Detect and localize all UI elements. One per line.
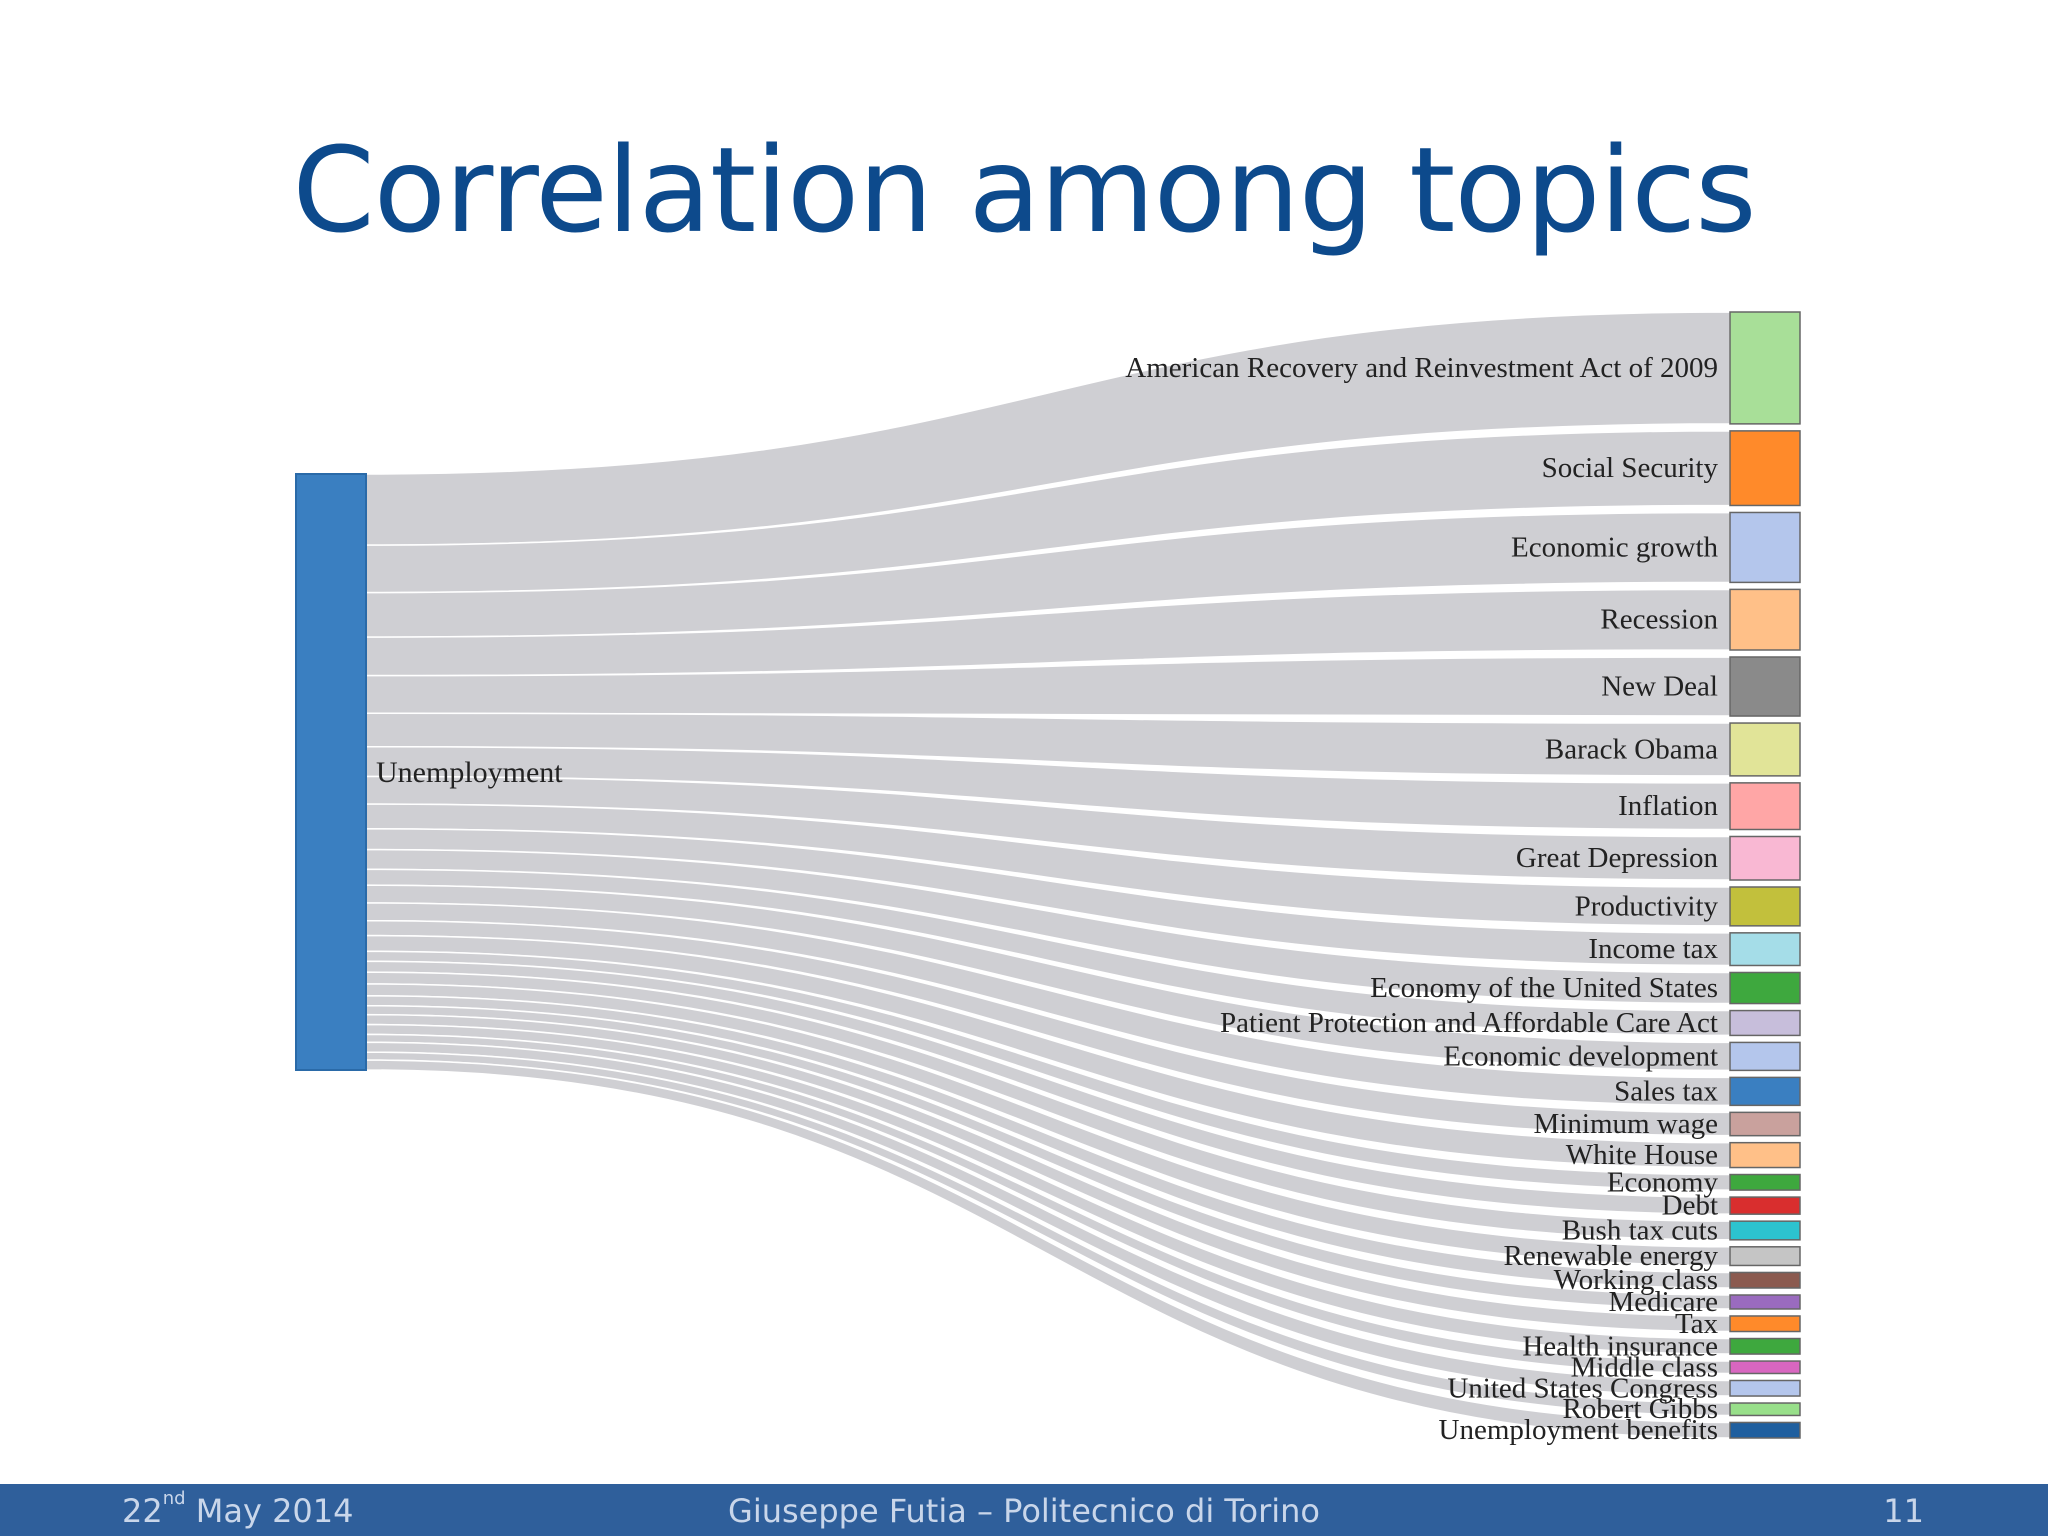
slide-footer: 22nd May 2014 Giuseppe Futia – Politecni…: [0, 1484, 2048, 1536]
target-label-productivity: Productivity: [1575, 890, 1719, 922]
target-label-social-security: Social Security: [1542, 452, 1719, 484]
target-label-barack-obama: Barack Obama: [1545, 733, 1718, 765]
sankey-diagram: Unemployment American Recovery and Reinv…: [295, 311, 1801, 1446]
source-node-unemployment: [295, 473, 367, 1071]
footer-date-day: 22: [122, 1492, 163, 1530]
target-node-bush-tax-cuts: [1729, 1220, 1801, 1241]
target-label-minimum-wage: Minimum wage: [1534, 1108, 1718, 1140]
target-node-inflation: [1729, 782, 1801, 831]
target-label-health-insurance: Health insurance: [1522, 1330, 1718, 1362]
target-node-economy: [1729, 1173, 1801, 1191]
target-label-united-states-congress: United States Congress: [1447, 1372, 1718, 1404]
footer-date-suffix: nd: [162, 1488, 186, 1509]
link-health-insurance: [365, 1023, 1731, 1355]
target-node-debt: [1729, 1196, 1801, 1215]
target-label-economic-development: Economic development: [1443, 1040, 1718, 1072]
target-node-sales-tax: [1729, 1076, 1801, 1107]
target-node-great-depression: [1729, 835, 1801, 881]
target-node-recession: [1729, 588, 1801, 651]
target-node-health-insurance: [1729, 1337, 1801, 1355]
target-label-income-tax: Income tax: [1588, 933, 1718, 965]
sankey-target-nodes: American Recovery and Reinvestment Act o…: [1125, 311, 1801, 1446]
footer-author: Giuseppe Futia – Politecnico di Torino: [728, 1492, 1320, 1530]
target-label-white-house: White House: [1566, 1139, 1718, 1171]
target-node-social-security: [1729, 430, 1801, 507]
target-node-economic-development: [1729, 1041, 1801, 1072]
target-label-bush-tax-cuts: Bush tax cuts: [1562, 1214, 1718, 1246]
target-label-recession: Recession: [1600, 604, 1718, 636]
target-label-medicare: Medicare: [1609, 1286, 1719, 1318]
target-node-medicare: [1729, 1294, 1801, 1310]
target-node-barack-obama: [1729, 722, 1801, 777]
target-node-income-tax: [1729, 932, 1801, 967]
target-label-economy: Economy: [1607, 1166, 1719, 1198]
target-label-inflation: Inflation: [1618, 790, 1718, 822]
target-node-renewable-energy: [1729, 1246, 1801, 1267]
target-label-renewable-energy: Renewable energy: [1504, 1240, 1719, 1272]
target-node-economy-of-the-united-states: [1729, 971, 1801, 1005]
target-node-white-house: [1729, 1141, 1801, 1169]
target-label-unemployment-benefits: Unemployment benefits: [1439, 1414, 1718, 1446]
target-node-patient-protection-and-affordable-care-act: [1729, 1009, 1801, 1037]
target-node-american-recovery-and-reinvestment-act-of-2009: [1729, 311, 1801, 425]
footer-date: 22nd May 2014: [122, 1488, 354, 1530]
target-label-economy-of-the-united-states: Economy of the United States: [1370, 972, 1718, 1004]
target-node-working-class: [1729, 1271, 1801, 1289]
target-node-new-deal: [1729, 656, 1801, 717]
target-node-unemployment-benefits: [1729, 1421, 1801, 1439]
target-node-tax: [1729, 1315, 1801, 1333]
target-label-economic-growth: Economic growth: [1511, 531, 1718, 563]
slide-title: Correlation among topics: [292, 121, 1756, 259]
target-label-middle-class: Middle class: [1571, 1351, 1718, 1383]
target-label-working-class: Working class: [1554, 1264, 1718, 1296]
target-node-productivity: [1729, 886, 1801, 927]
source-node-label: Unemployment: [376, 756, 563, 789]
target-label-new-deal: New Deal: [1601, 671, 1718, 703]
target-label-robert-gibbs: Robert Gibbs: [1563, 1393, 1718, 1425]
target-label-american-recovery-and-reinvestment-act-of-2009: American Recovery and Reinvestment Act o…: [1125, 352, 1718, 384]
target-node-robert-gibbs: [1729, 1402, 1801, 1417]
target-label-sales-tax: Sales tax: [1614, 1075, 1718, 1107]
target-label-patient-protection-and-affordable-care-act: Patient Protection and Affordable Care A…: [1220, 1007, 1718, 1039]
footer-date-rest: May 2014: [185, 1492, 354, 1530]
target-node-united-states-congress: [1729, 1379, 1801, 1397]
target-label-debt: Debt: [1662, 1190, 1718, 1222]
target-label-tax: Tax: [1675, 1308, 1719, 1340]
footer-page-number: 11: [1883, 1492, 1924, 1530]
target-node-economic-growth: [1729, 511, 1801, 584]
target-node-minimum-wage: [1729, 1111, 1801, 1137]
target-label-great-depression: Great Depression: [1516, 842, 1719, 874]
link-debt: [365, 960, 1731, 1215]
target-node-middle-class: [1729, 1360, 1801, 1375]
